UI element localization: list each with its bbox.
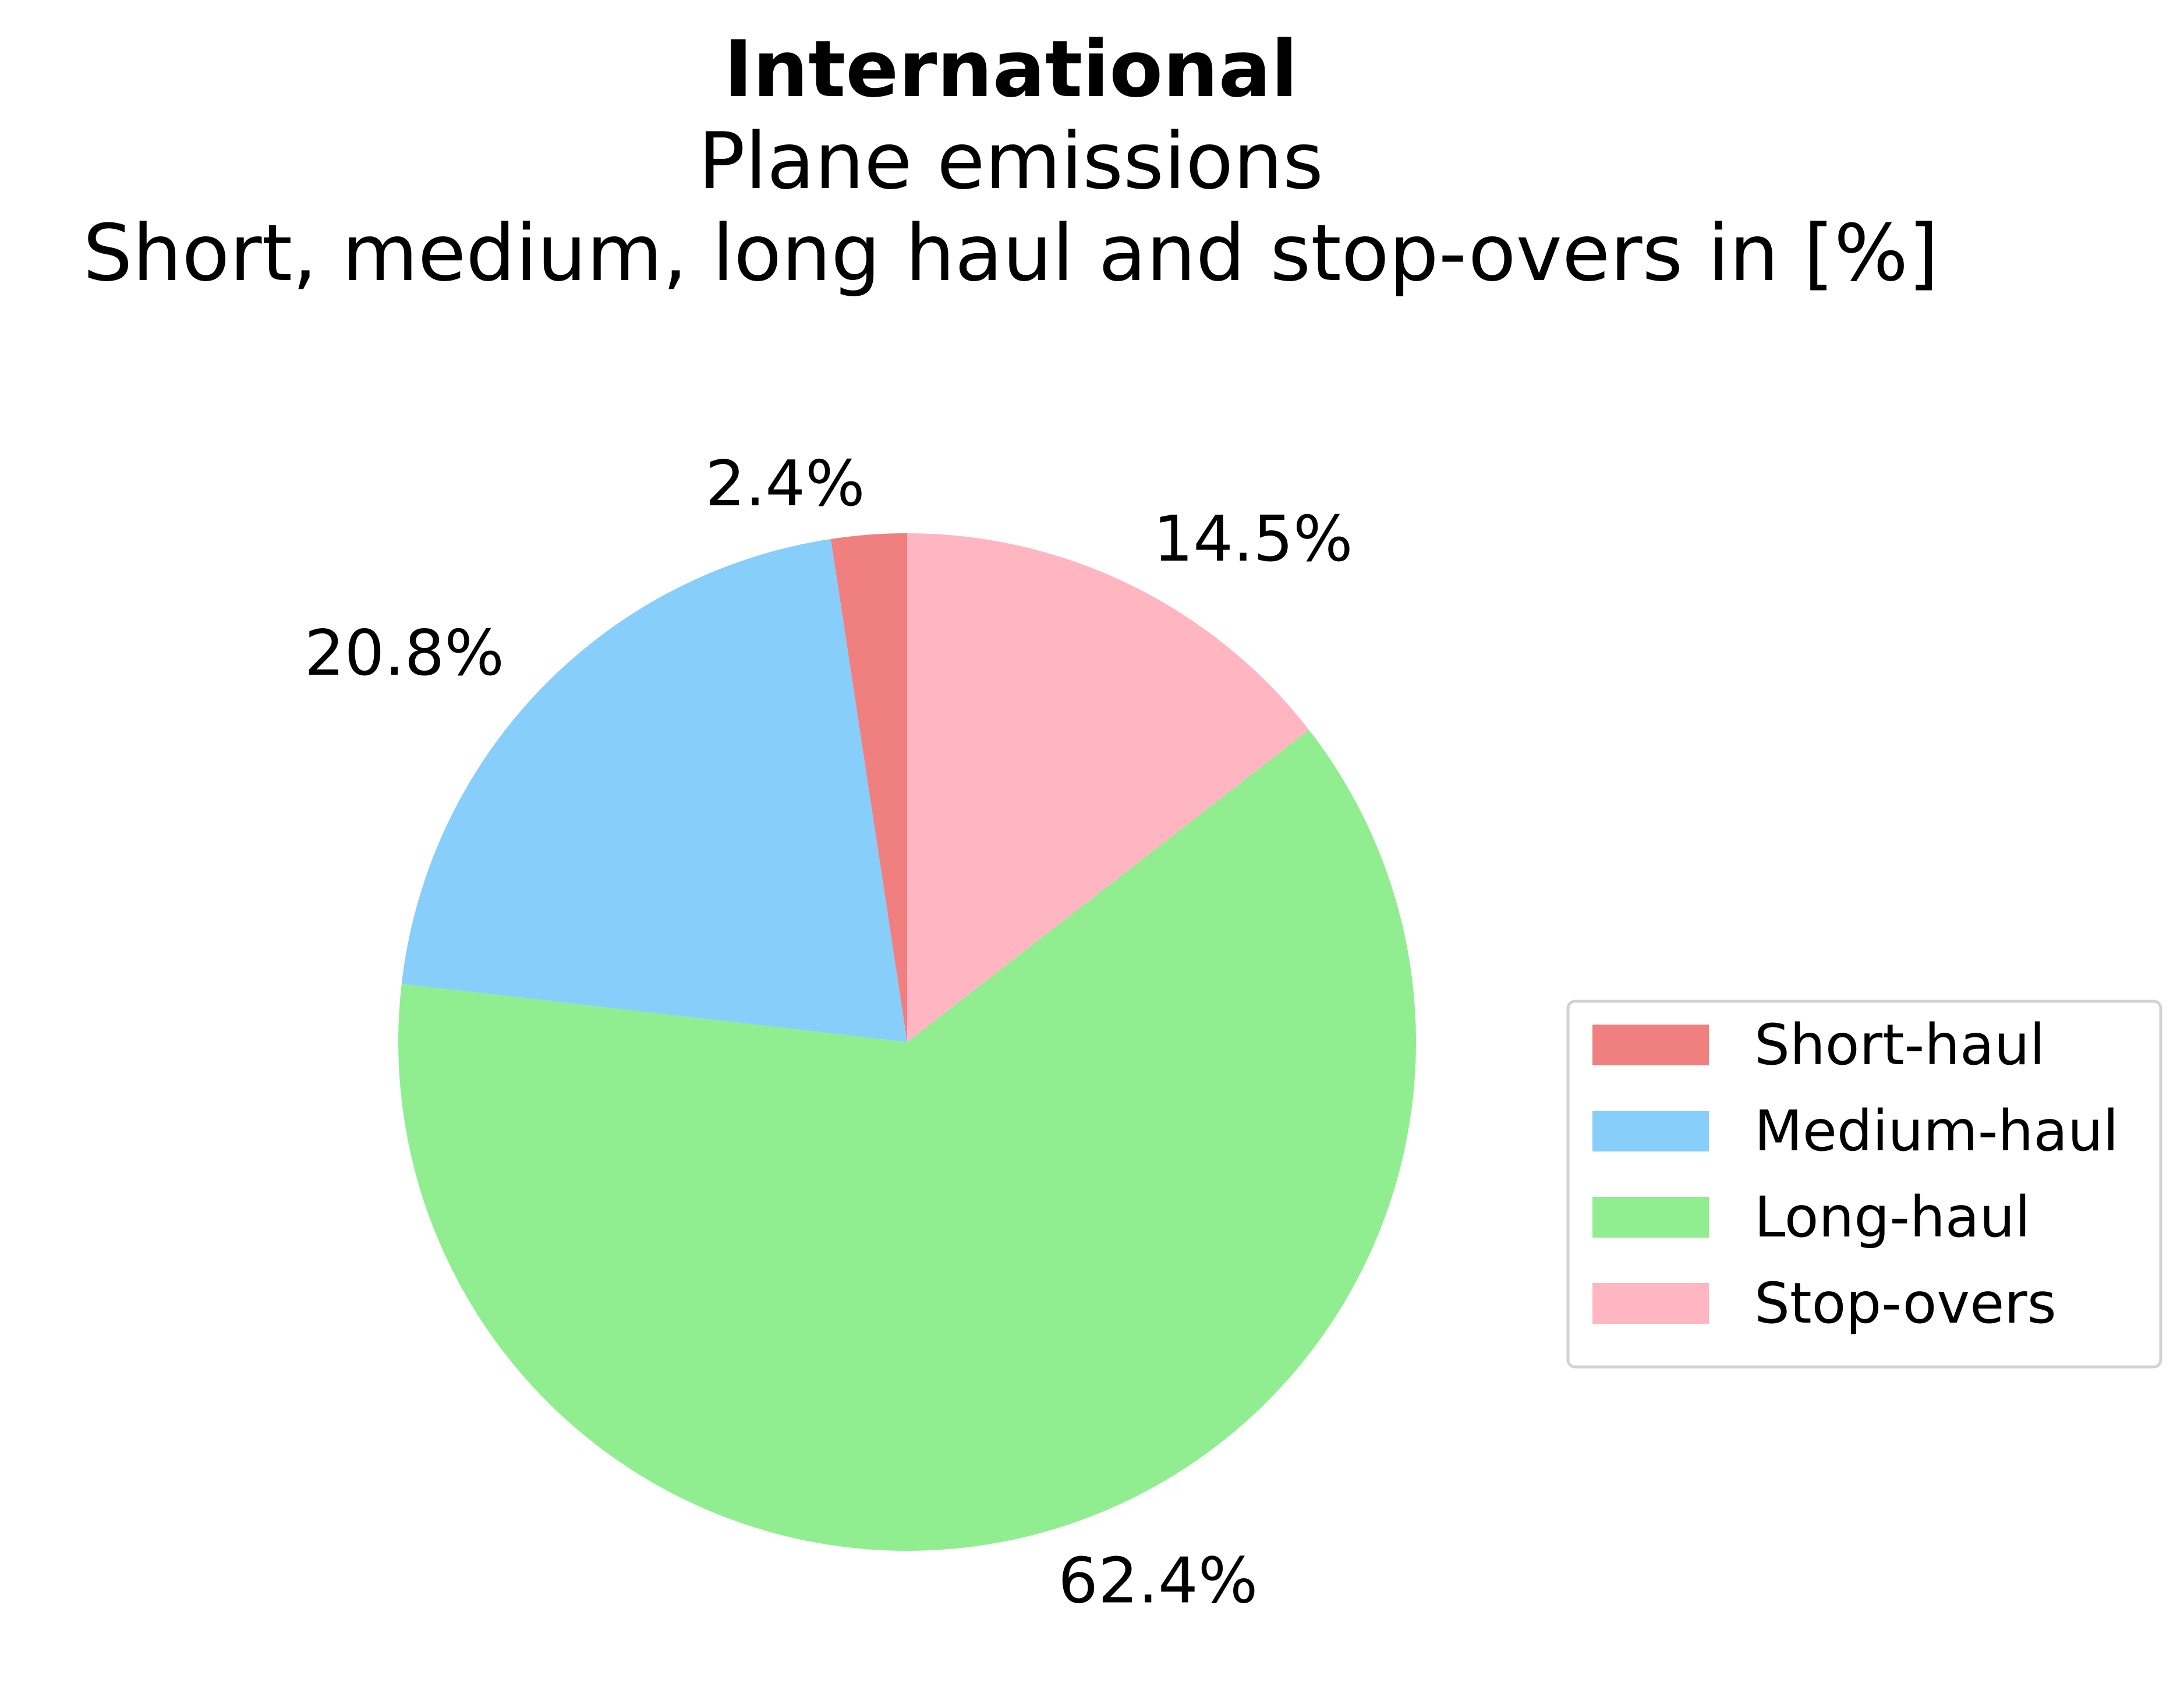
pie-slice-medium-haul — [401, 538, 907, 1042]
chart-subtitle-line-2: Short, medium, long haul and stop-overs … — [83, 208, 1938, 299]
legend-swatch-long-haul — [1592, 1197, 1709, 1238]
pie-slice-short-haul — [830, 533, 907, 1042]
pie-label-medium-haul: 20.8% — [305, 617, 504, 690]
legend-swatch-short-haul — [1592, 1025, 1709, 1065]
pie-labels: 2.4% 20.8% 62.4% 14.5% — [305, 448, 1353, 1617]
legend-label-stop-overs: Stop-overs — [1754, 1271, 2056, 1336]
legend-label-short-haul: Short-haul — [1754, 1012, 2045, 1078]
pie-slices — [398, 533, 1417, 1551]
pie-label-stop-overs: 14.5% — [1153, 503, 1353, 576]
legend: Short-haul Medium-haul Long-haul Stop-overs — [1566, 1000, 2162, 1369]
pie-slice-long-haul — [398, 729, 1417, 1551]
legend-label-medium-haul: Medium-haul — [1754, 1098, 2119, 1164]
pie-label-long-haul: 62.4% — [1058, 1544, 1258, 1617]
legend-swatch-medium-haul — [1592, 1111, 1709, 1151]
pie-slice-stop-overs — [907, 533, 1309, 1042]
legend-swatch-stop-overs — [1592, 1283, 1709, 1324]
legend-label-long-haul: Long-haul — [1754, 1185, 2030, 1250]
chart-title: International — [724, 24, 1298, 115]
legend-frame — [1566, 1000, 2162, 1369]
chart-subtitle-line-1: Plane emissions — [698, 116, 1323, 207]
pie-label-short-haul: 2.4% — [705, 448, 865, 520]
